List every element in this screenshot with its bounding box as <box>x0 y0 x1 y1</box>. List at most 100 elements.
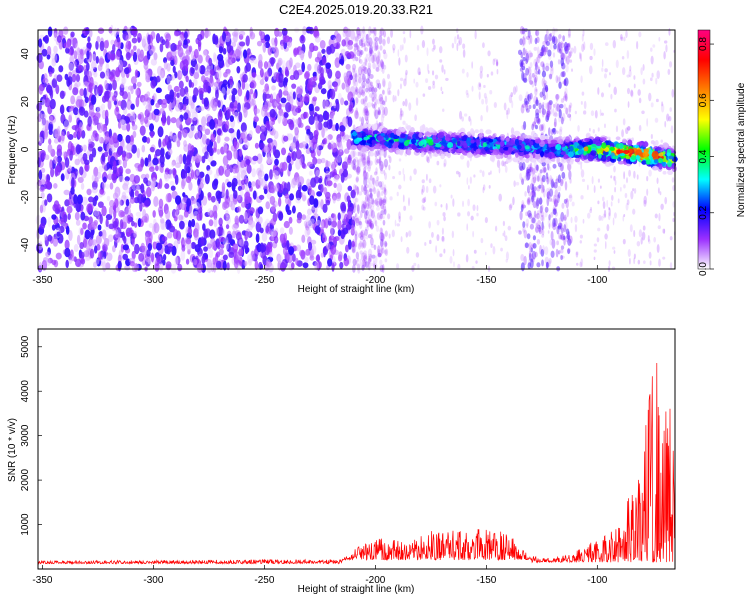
spectrogram-cell <box>204 173 210 185</box>
spectrogram-cell <box>68 230 73 241</box>
spectrogram-cell <box>373 92 378 99</box>
spectrogram-cell <box>215 227 220 236</box>
spectrogram-cell <box>549 175 553 185</box>
spectrogram-cell <box>182 153 187 165</box>
spectrogram-cell <box>51 52 58 63</box>
spectrogram-cell <box>308 170 313 176</box>
spectrogram-cell <box>189 125 196 134</box>
spectrogram-cell <box>368 221 372 227</box>
spectrogram-cell <box>625 202 629 211</box>
spectrogram-cell <box>421 184 425 193</box>
spectrogram-cell <box>477 81 482 91</box>
spectrogram-cell <box>88 105 95 117</box>
spectrogram-cell <box>359 231 364 239</box>
spectrogram-cell <box>377 110 381 116</box>
spectrogram-cell <box>175 255 181 266</box>
spectrogram-cell <box>212 52 217 63</box>
spectrogram-cell <box>279 262 287 272</box>
spectrogram-cell <box>460 154 465 160</box>
spectrogram-cell <box>97 84 104 95</box>
spectrogram-cell <box>286 155 292 164</box>
spectrogram-cell <box>366 220 370 228</box>
spectrogram-cell <box>344 50 350 57</box>
spectrogram-cell <box>479 71 483 79</box>
spectrogram-cell <box>216 128 222 136</box>
spectrogram-cell <box>243 107 248 118</box>
spectrogram-cell <box>539 51 544 57</box>
spectrogram-cell <box>228 128 235 134</box>
spectrogram-cell <box>152 157 159 166</box>
spectrogram-cell <box>630 89 634 97</box>
spectrogram-cell <box>553 208 557 215</box>
spectrogram-cell <box>288 216 293 224</box>
spectrogram-cell <box>162 259 166 266</box>
spectrogram-cell <box>64 247 71 258</box>
spectrogram-cell <box>518 230 522 235</box>
spectrogram-cell <box>548 223 551 230</box>
spectrogram-cell <box>91 187 98 194</box>
spectrogram-cell <box>557 174 562 183</box>
spectrogram-cell <box>364 109 367 117</box>
spectrogram-cell <box>439 59 443 63</box>
spectrogram-cell <box>526 233 531 240</box>
spectrogram-cell <box>204 68 211 78</box>
spectrogram-cell <box>153 242 157 248</box>
spectrogram-cell <box>527 50 532 59</box>
spectrogram-cell <box>183 31 188 40</box>
spectrogram-cell <box>291 142 296 151</box>
spectrogram-cell <box>338 58 344 65</box>
spectrogram-cell <box>282 78 288 88</box>
spectrogram-cell <box>519 38 523 46</box>
spectrogram-cell <box>364 226 369 232</box>
spectrogram-cell <box>243 195 251 205</box>
spectrogram-cell <box>529 162 533 172</box>
spectrogram-cell <box>432 84 436 89</box>
spectrogram-cell <box>59 104 65 115</box>
spectrogram-cell <box>188 181 193 191</box>
spectrogram-cell <box>380 197 384 204</box>
spectrogram-cell <box>384 164 387 170</box>
spectrogram-cell <box>221 186 226 196</box>
spectrogram-cell <box>166 115 171 126</box>
spectrogram-cell <box>137 218 142 228</box>
spectrogram-cell <box>105 262 111 270</box>
spectrogram-cell <box>566 234 570 240</box>
spectrogram-cell <box>129 260 135 267</box>
spectrogram-cell <box>599 109 602 117</box>
spectrogram-cell <box>151 173 158 181</box>
spectrogram-cell <box>143 177 148 184</box>
spectrogram-cell <box>361 158 365 168</box>
spectrogram-cell <box>548 260 551 267</box>
spectrogram-cell <box>237 102 241 113</box>
spectrogram-cell <box>380 168 384 172</box>
spectrogram-cell <box>481 98 485 105</box>
spectrogram-cell <box>642 78 646 85</box>
spectrogram-cell <box>314 35 321 43</box>
spectrogram-cell <box>364 228 368 236</box>
spectrogram-cell <box>310 218 315 224</box>
spectrogram-cell <box>561 81 565 85</box>
spectrogram-cell <box>160 67 166 79</box>
spectrogram-cell <box>416 44 420 51</box>
spectrogram-cell <box>172 134 179 143</box>
spectrogram-cell <box>352 73 356 84</box>
spectrogram-cell <box>79 251 85 259</box>
spectrogram-cell <box>535 99 539 107</box>
spectrogram-cell <box>377 252 382 257</box>
spectrogram-cell <box>121 153 126 161</box>
spectrogram-cell <box>588 65 593 75</box>
spectrogram-cell <box>204 151 209 160</box>
spectrogram-cell <box>568 50 573 57</box>
spectrogram-cell <box>627 249 631 258</box>
spectrogram-cell <box>557 191 561 199</box>
spectrogram-cell <box>186 198 192 207</box>
spectrogram-cell <box>141 135 148 143</box>
spectrogram-cell <box>386 36 391 45</box>
spectrogram-cell <box>124 176 130 182</box>
spectrogram-cell <box>547 102 550 112</box>
spectrogram-cell <box>322 137 328 145</box>
spectrogram-cell <box>548 100 553 106</box>
spectrogram-cell <box>169 131 174 140</box>
spectrogram-cell <box>133 174 141 184</box>
spectrogram-cell <box>529 75 533 86</box>
